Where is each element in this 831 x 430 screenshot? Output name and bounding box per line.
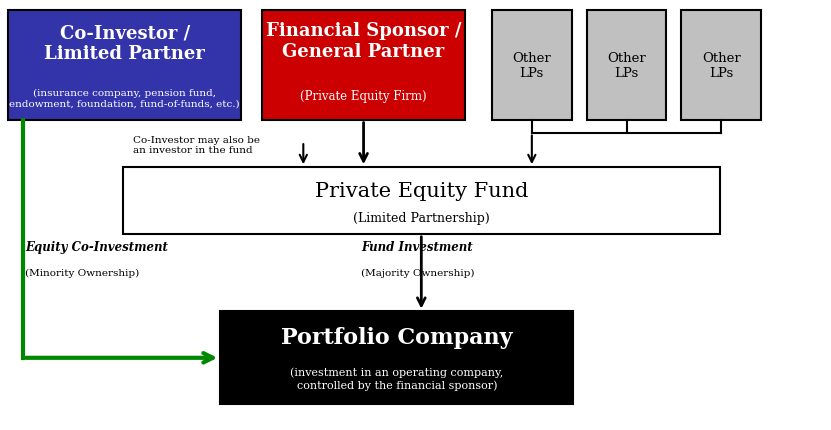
Text: Equity Co-Investment: Equity Co-Investment: [25, 241, 168, 254]
Bar: [220, 312, 573, 404]
Text: Other
LPs: Other LPs: [607, 52, 646, 80]
Text: (insurance company, pension fund,
endowment, foundation, fund-of-funds, etc.): (insurance company, pension fund, endowm…: [9, 89, 240, 108]
Text: (Private Equity Firm): (Private Equity Firm): [300, 90, 427, 103]
Text: Financial Sponsor /
General Partner: Financial Sponsor / General Partner: [266, 22, 461, 61]
Text: Co-Investor /
Limited Partner: Co-Investor / Limited Partner: [44, 24, 205, 63]
Bar: [123, 168, 720, 234]
Text: Other
LPs: Other LPs: [702, 52, 740, 80]
Text: (Majority Ownership): (Majority Ownership): [361, 269, 475, 278]
Bar: [8, 11, 241, 120]
Text: Co-Investor may also be
an investor in the fund: Co-Investor may also be an investor in t…: [133, 135, 260, 155]
Bar: [492, 11, 572, 120]
Text: (Limited Partnership): (Limited Partnership): [353, 211, 489, 224]
Text: Private Equity Fund: Private Equity Fund: [315, 181, 528, 200]
Text: Other
LPs: Other LPs: [513, 52, 551, 80]
Text: Fund Investment: Fund Investment: [361, 241, 473, 254]
Text: (investment in an operating company,
controlled by the financial sponsor): (investment in an operating company, con…: [290, 367, 504, 390]
Bar: [681, 11, 761, 120]
Bar: [587, 11, 666, 120]
Text: (Minority Ownership): (Minority Ownership): [25, 269, 139, 278]
Text: Portfolio Company: Portfolio Company: [281, 327, 513, 349]
Bar: [262, 11, 465, 120]
